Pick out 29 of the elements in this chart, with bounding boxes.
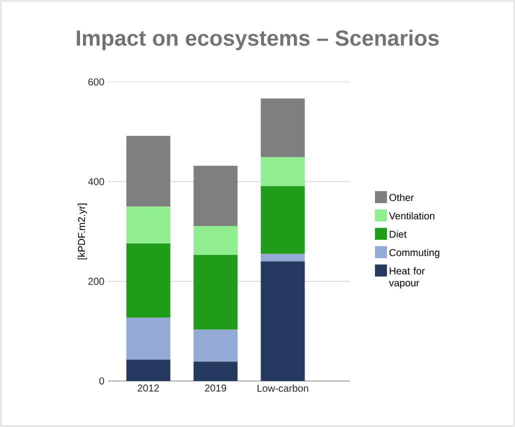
bar xyxy=(260,157,305,186)
legend-label: Heat for vapour xyxy=(388,267,425,288)
legend-label: Other xyxy=(389,194,414,202)
bar xyxy=(126,243,170,318)
y-axis-title: [kPDF.m2.yr] xyxy=(78,204,88,260)
bar xyxy=(126,206,170,244)
x-tick-label: 2012 xyxy=(138,384,159,392)
bar xyxy=(194,362,238,381)
legend-label: Commuting xyxy=(389,248,440,258)
bar xyxy=(260,254,305,262)
chart-title: Impact on ecosystems – Scenarios xyxy=(76,30,439,50)
bar xyxy=(260,98,305,158)
bar xyxy=(260,261,305,381)
y-tick-label: 400 xyxy=(88,178,104,186)
bar xyxy=(126,318,170,360)
y-tick-label: 600 xyxy=(88,78,104,86)
legend-label: Diet xyxy=(390,230,407,238)
bar xyxy=(194,226,238,255)
bar xyxy=(194,254,238,330)
y-tick-label: 200 xyxy=(88,278,104,285)
bar xyxy=(194,330,238,362)
bar xyxy=(126,360,170,381)
bar xyxy=(260,186,305,254)
y-tick-label: 0 xyxy=(99,377,104,385)
x-tick-label: 2019 xyxy=(204,384,226,392)
legend-label: Ventilation xyxy=(389,212,434,220)
bar xyxy=(126,136,170,207)
x-tick-label: Low-carbon xyxy=(258,384,308,392)
bar xyxy=(194,166,238,226)
